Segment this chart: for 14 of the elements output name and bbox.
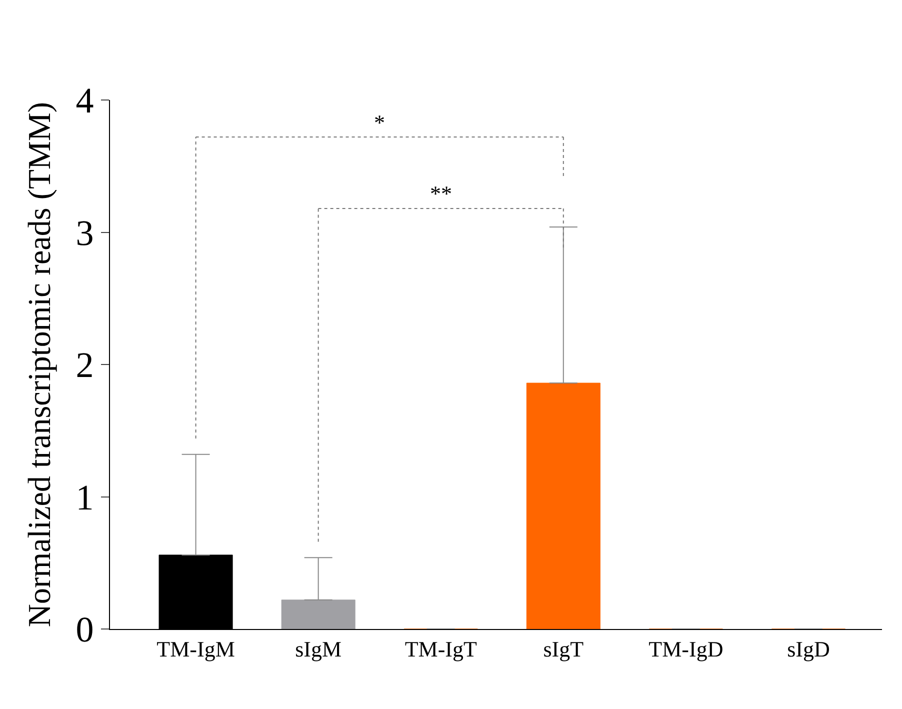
x-tick-label: TM-IgT [404,636,478,662]
y-axis-title: Normalized transcriptomic reads (TMM) [21,102,58,628]
x-tick-label: sIgT [543,636,584,662]
y-tick-label: 0 [76,610,94,650]
x-tick-label: sIgD [787,636,830,662]
annotation: ** [430,181,452,206]
y-tick-label: 3 [76,212,94,253]
x-tick-label: TM-IgD [648,636,724,662]
y-tick-label: 2 [76,345,94,386]
annotation: * [374,110,385,135]
x-tick-label: sIgM [295,636,342,662]
y-tick-label: 1 [76,477,94,518]
x-tick-label: TM-IgM [156,636,235,662]
y-tick-label: 4 [76,80,94,121]
